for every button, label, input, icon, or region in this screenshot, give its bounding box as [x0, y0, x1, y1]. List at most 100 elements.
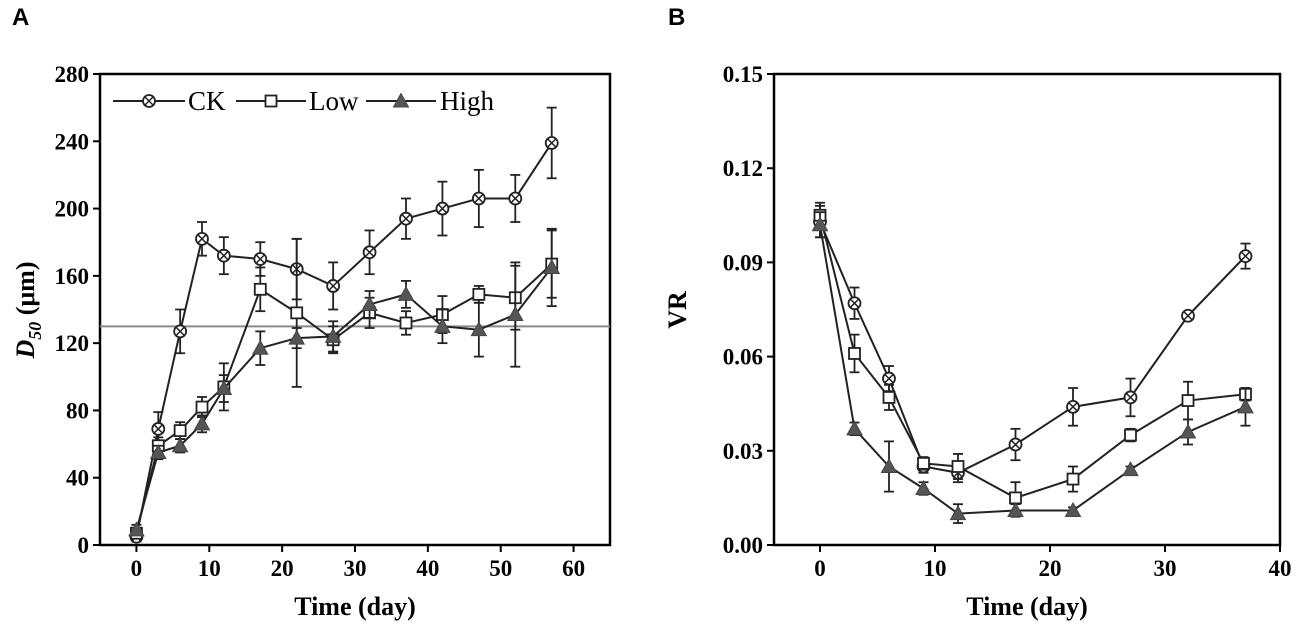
panel-b-series-high-point — [846, 420, 863, 436]
panel-a-series-high-point — [193, 415, 211, 431]
panel-a-x-axis-title: Time (day) — [294, 592, 416, 621]
panel-b-series-ck-point — [847, 296, 862, 311]
panel-a-series-high-point — [288, 329, 306, 345]
panel-a-series-ck-point-cross-b — [328, 281, 338, 291]
panel-a-series-low-line — [135, 263, 553, 534]
panel-a-series-ck-point — [151, 422, 166, 436]
panel-a-series-high-point — [171, 437, 189, 453]
panel-b-series-high-point — [1064, 501, 1082, 517]
panel-a-x-tick-label: 0 — [131, 556, 143, 581]
panel-b-series-high — [811, 211, 1254, 524]
panel-a-series-ck-point — [435, 201, 450, 216]
panel-b-x-axis-title: Time (day) — [966, 592, 1088, 621]
panel-b-x-tick-label: 30 — [1154, 556, 1177, 581]
panel-a-x-tick-label: 10 — [198, 556, 221, 581]
panel-a-y-axis-subscript: 50 — [25, 322, 45, 340]
panel-a-series-low-point — [472, 287, 486, 301]
panel-b-series-ck-point — [882, 371, 896, 386]
panel-a-series-high-point — [397, 285, 415, 301]
panel-b-series-low-point — [951, 460, 965, 473]
legend-item-high-marker — [392, 92, 410, 108]
panel-b-letter: B — [668, 4, 685, 31]
panel-b-series-low-point — [917, 456, 930, 470]
legend-item-low-label: Low — [309, 86, 359, 116]
panel-b-series-low-point — [1181, 394, 1195, 407]
panel-a-series-high — [128, 227, 561, 537]
panel-a-series-ck-point-cross-b — [175, 326, 185, 336]
panel-b-series-ck-point-cross-b — [1240, 251, 1251, 261]
panel-a-series-ck-point-cross-b — [197, 234, 207, 244]
panel-a-y-tick-label: 160 — [55, 264, 90, 289]
panel-a-y-axis-title: D50 (μm) — [11, 262, 45, 360]
panel-a-series-ck-point — [216, 248, 231, 263]
panel-a-series-high-point — [324, 327, 342, 343]
panel-b-series-high-point — [949, 505, 967, 521]
panel-a-series-ck-point-cross-b — [364, 247, 375, 257]
panel-a-series-high-point — [543, 258, 561, 274]
panel-a-letter: A — [12, 4, 29, 31]
panel-a-plot: 0 10 20 30 40 50 60 0 40 80 120 160 200 240 280 CK Low H… — [55, 62, 612, 581]
panel-b-series-low-point — [1066, 472, 1080, 486]
panel-b-series-ck-point-cross-b — [1010, 439, 1021, 450]
panel-a-series-ck-point — [399, 211, 413, 226]
panel-a-series-ck — [129, 106, 559, 544]
panel-b-x-tick-label: 20 — [1039, 556, 1062, 581]
panel-a-legend: CK Low High — [113, 86, 495, 116]
panel-a-series-ck-point-cross-b — [153, 424, 163, 434]
panel-b-series-ck-line — [819, 221, 1247, 474]
panel-a-x-tick-label: 30 — [344, 556, 367, 581]
panel-a-x-tick-label: 60 — [562, 556, 585, 581]
panel-b-y-tick-label: 0.15 — [723, 62, 763, 87]
panel-b-series-ck-point-cross-b — [1125, 392, 1136, 403]
legend-item-ck-marker — [142, 94, 156, 108]
panel-a-series-high-point — [506, 306, 524, 322]
panel-a-series-low-point — [253, 282, 267, 296]
panel-b-series-high-point — [1122, 461, 1139, 477]
legend-item-low-marker — [264, 94, 278, 108]
panel-b-series-high-point — [1179, 423, 1197, 439]
panel-b-series-ck-point-cross-b — [884, 373, 894, 384]
panel-a-y-tick-label: 40 — [66, 466, 89, 491]
panel-a-series-ck-point — [195, 231, 209, 246]
panel-a-series-low-point — [195, 400, 209, 414]
panel-b-series-high-point — [880, 457, 898, 473]
panel-b-series-ck-point — [1008, 437, 1023, 452]
panel-a-series-ck-point — [544, 136, 559, 150]
legend-item-ck-marker-cross-b — [144, 96, 154, 106]
legend-item-ck-label: CK — [188, 86, 226, 116]
panel-a-series-ck-point-cross-b — [437, 203, 448, 214]
panel-b-series-ck-point — [1181, 308, 1195, 323]
panel-b-series-ck-point-cross-b — [1068, 402, 1078, 412]
panel-b-series-low-point — [1124, 428, 1137, 442]
panel-a-series-ck-point-cross-b — [401, 214, 411, 224]
panel-a-y-tick-label: 120 — [55, 331, 90, 356]
panel-a-series-ck-point — [253, 252, 268, 266]
panel-a-series-high-line — [135, 266, 553, 531]
legend-item-high-label: High — [440, 86, 495, 116]
panel-a-x-tick-label: 50 — [489, 556, 512, 581]
panel-a-x-tick-label: 20 — [271, 556, 294, 581]
panel-b-y-tick-label: 0.12 — [723, 156, 763, 181]
panel-a-series-ck-point — [471, 191, 486, 206]
panel-b-series-ck-point — [1066, 399, 1080, 414]
panel-b-series-high-point — [1007, 501, 1024, 517]
panel-b-frame — [772, 72, 1282, 547]
panel-b-series-high-point — [811, 216, 829, 232]
panel-a-series-ck-point-cross-b — [547, 138, 557, 148]
panel-b-series-low-line — [819, 215, 1246, 499]
panel-a-series-ck-point — [362, 245, 377, 260]
panel-a-y-tick-label: 280 — [55, 62, 90, 87]
panel-a-series-high-point — [215, 380, 233, 396]
panel-a-series-ck-point — [508, 191, 523, 206]
panel-b-series-low-point — [848, 347, 861, 360]
panel-b-series-ck-point-cross-b — [1183, 311, 1193, 321]
panel-b-y-axis-title: VR — [663, 291, 692, 329]
panel-b-series-low-point — [1009, 491, 1022, 505]
panel-b-series-high-line — [819, 224, 1246, 515]
panel-b-series-high-point — [915, 479, 932, 495]
panel-a-series-high-point — [361, 295, 378, 311]
panel-a-series-high-point — [470, 321, 488, 337]
panel-a-series-ck-point — [326, 279, 341, 293]
panel-a-y-axis-unit: (μm) — [11, 262, 40, 322]
